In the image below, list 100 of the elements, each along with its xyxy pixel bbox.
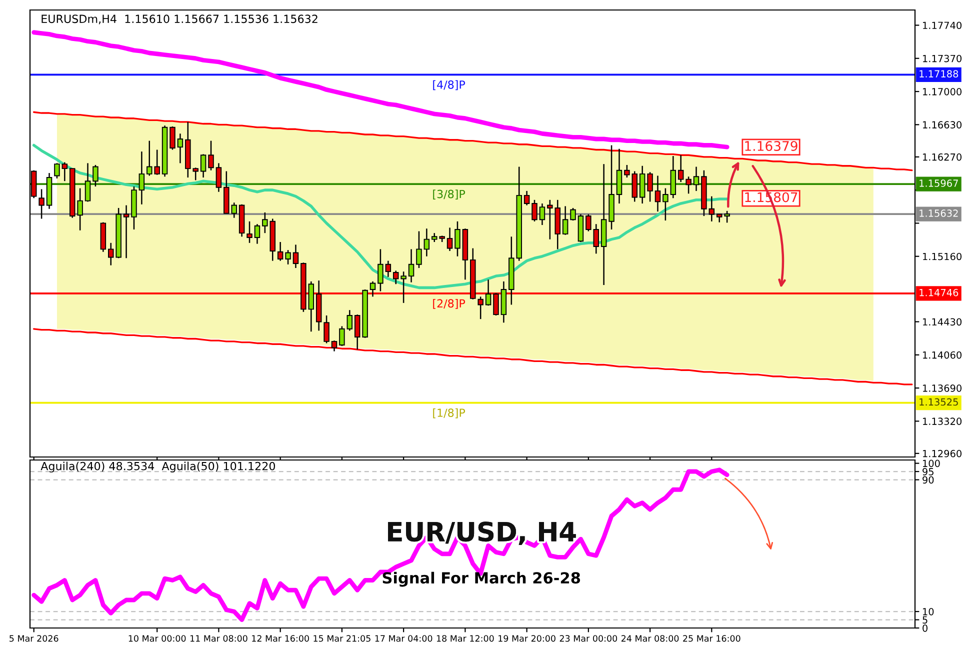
annotation: [1/8]P [433, 408, 466, 418]
line-series [33, 328, 913, 386]
candlestick [378, 248, 384, 292]
candlestick [84, 162, 91, 202]
candlestick [524, 190, 530, 206]
y-tick-label: 90 [922, 476, 934, 484]
annotation: [4/8]P [433, 80, 466, 90]
line-series [33, 111, 913, 172]
candlestick [446, 227, 453, 252]
annotation: 1.16379 [745, 140, 798, 151]
ref-line-label: 1.15967 [920, 180, 958, 187]
candlestick [177, 132, 184, 164]
x-tick-label: 10 Mar 00:00 [128, 635, 186, 642]
y-tick-label: 0 [922, 624, 928, 632]
y-tick-label: 1.15160 [923, 252, 962, 260]
candlestick [354, 314, 360, 350]
candlestick [493, 292, 499, 316]
candlestick [262, 212, 268, 234]
y-tick-label: 10 [923, 608, 934, 616]
candlestick [424, 228, 430, 257]
candlestick [277, 241, 284, 262]
ref-line-label: 1.13525 [920, 398, 958, 406]
y-tick-label: 1.16270 [923, 153, 962, 161]
candlestick [632, 170, 638, 202]
candlestick [654, 175, 661, 212]
y-tick-label: 5 [922, 616, 928, 624]
candlestick [693, 166, 700, 192]
candlestick [77, 188, 83, 231]
candlestick [285, 249, 291, 266]
candlestick [92, 164, 98, 188]
ref-line-label: 1.14746 [920, 288, 958, 296]
y-tick-label: 100 [923, 460, 940, 468]
x-tick-label: 19 Mar 20:00 [498, 635, 556, 642]
candlestick [708, 196, 715, 222]
ref-line-label: 1.15632 [920, 210, 958, 217]
candlestick [324, 314, 330, 344]
annotation: [3/8]P [433, 190, 466, 200]
candlestick [662, 188, 668, 222]
candlestick [123, 204, 130, 259]
candlestick [562, 206, 568, 236]
annotation: [2/8]P [433, 298, 466, 309]
candlestick [724, 210, 730, 224]
chart-title: EURUSDm,H4 1.15610 1.15667 1.15536 1.15632 [42, 14, 318, 24]
annotation: EUR/USD, H4 [388, 522, 576, 545]
candlestick [532, 199, 538, 222]
x-tick-label: 25 Mar 16:00 [683, 635, 740, 642]
line-series [32, 144, 728, 290]
candlestick [454, 220, 460, 257]
candlestick [331, 340, 338, 352]
candlestick [292, 244, 299, 269]
candlestick [216, 162, 222, 192]
candlestick [200, 154, 206, 178]
x-tick-label: 18 Mar 12:00 [436, 635, 494, 642]
x-tick-label: 24 Mar 08:00 [621, 635, 679, 642]
y-tick-label: 1.17740 [923, 22, 962, 30]
y-tick-label: 95 [922, 468, 934, 476]
y-tick-label: 1.17370 [923, 54, 962, 62]
chart-title: Aguila(240) 48.3534 Aguila(50) 101.1220 [40, 462, 276, 472]
x-tick-label: 15 Mar 21:05 [314, 635, 370, 642]
candlestick [254, 223, 260, 244]
candlestick [370, 280, 376, 298]
x-tick-label: 11 Mar 08:00 [190, 635, 248, 642]
candlestick [62, 162, 68, 182]
candlestick [624, 164, 630, 178]
x-tick-label: 12 Mar 16:00 [252, 635, 309, 642]
candlestick [38, 188, 44, 220]
candlestick [570, 207, 576, 222]
candlestick [170, 126, 176, 150]
candlestick [385, 260, 392, 278]
candlestick [539, 202, 546, 226]
y-tick-label: 1.16630 [923, 121, 962, 128]
y-tick-label: 1.13320 [923, 418, 962, 425]
candlestick [54, 162, 60, 180]
x-tick-label: 23 Mar 00:00 [560, 635, 618, 642]
candlestick [392, 270, 399, 285]
candlestick [400, 270, 406, 304]
candlestick [108, 242, 114, 266]
y-tick-label: 1.17000 [923, 88, 962, 96]
x-tick-label: 5 Mar 2026 [10, 635, 58, 642]
ref-line-label: 1.17188 [920, 70, 958, 78]
annotation: Signal For March 26-28 [382, 572, 580, 587]
y-tick-label: 1.14060 [923, 351, 962, 359]
candlestick [647, 172, 653, 202]
y-tick-label: 1.14430 [923, 318, 962, 326]
candlestick [686, 176, 692, 194]
candlestick [478, 296, 484, 320]
candlestick [485, 279, 492, 306]
line-series [32, 30, 730, 150]
y-tick-label: 1.13690 [923, 384, 962, 392]
candlestick [678, 154, 684, 183]
candlestick [246, 220, 252, 244]
candlestick [408, 248, 414, 283]
candlestick [416, 230, 422, 269]
candlestick [639, 165, 646, 204]
candlestick [138, 150, 145, 206]
candlestick [346, 309, 353, 332]
y-tick-label: 1.12960 [923, 450, 962, 458]
candlestick [339, 326, 345, 347]
x-tick-label: 17 Mar 04:00 [375, 635, 432, 642]
candlestick [208, 140, 214, 171]
